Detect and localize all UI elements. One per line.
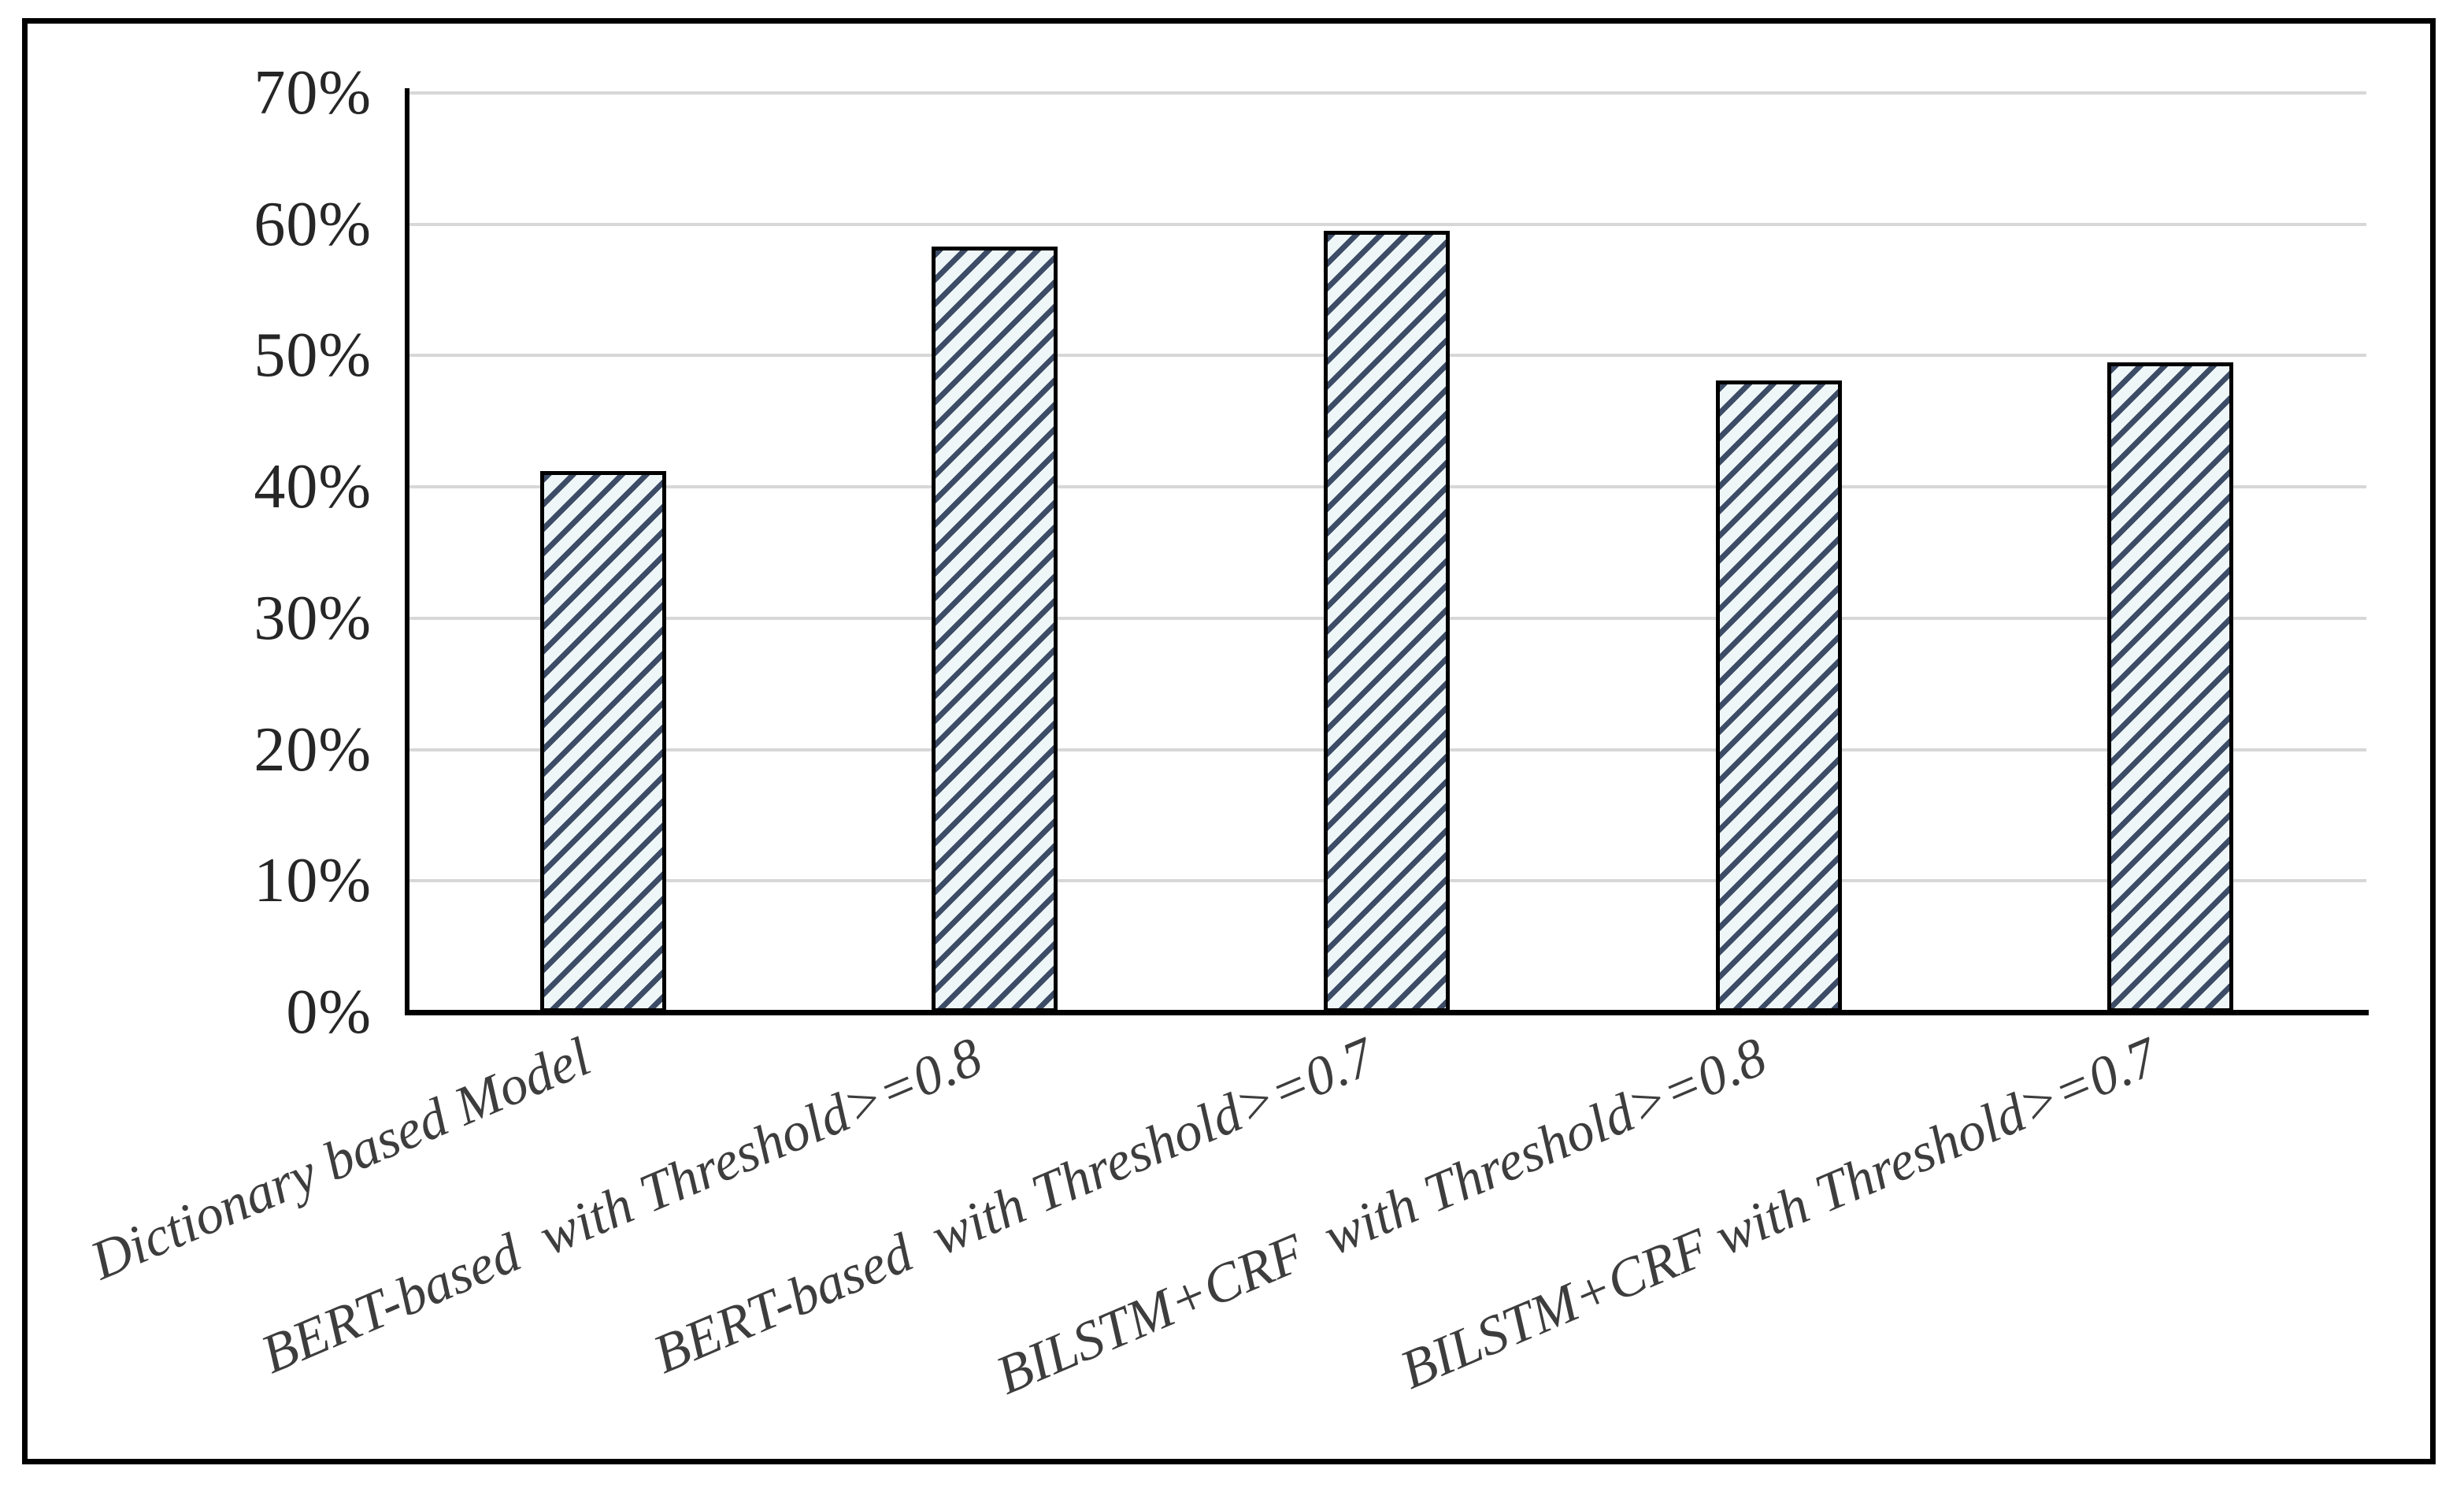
plot-area — [407, 91, 2366, 1012]
x-axis-line — [405, 1010, 2369, 1015]
bar-1 — [540, 471, 666, 1012]
bar-5 — [2107, 362, 2233, 1012]
y-tick-label-40pct: 40% — [254, 452, 372, 522]
y-tick-label-20pct: 20% — [254, 714, 372, 785]
y-tick-label-70pct: 70% — [254, 58, 372, 128]
gridline-70 — [407, 91, 2366, 95]
y-tick-label-30pct: 30% — [254, 583, 372, 653]
figure-border — [22, 18, 2436, 1464]
bar-3 — [1324, 231, 1450, 1012]
y-tick-label-10pct: 10% — [254, 846, 372, 916]
y-axis-line — [405, 88, 409, 1015]
y-tick-label-0pct: 0% — [286, 978, 372, 1047]
y-tick-label-50pct: 50% — [254, 321, 372, 391]
gridline-60 — [407, 222, 2366, 226]
bar-4 — [1716, 380, 1842, 1012]
bar-2 — [932, 247, 1058, 1012]
y-tick-label-60pct: 60% — [254, 189, 372, 259]
